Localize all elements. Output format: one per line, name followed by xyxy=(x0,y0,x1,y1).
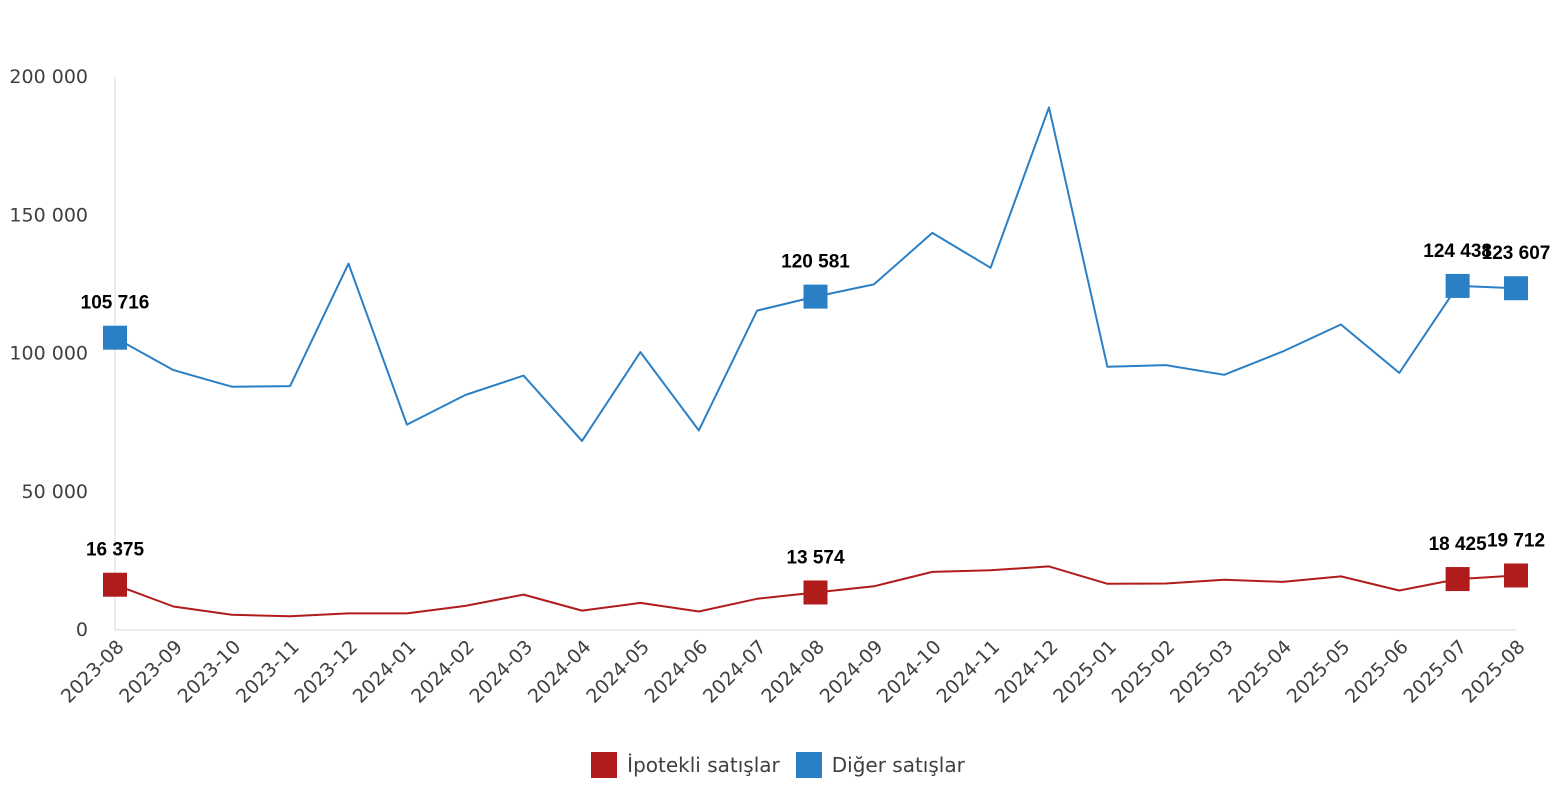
data-point-marker xyxy=(803,580,828,605)
data-label: 13 574 xyxy=(786,547,845,568)
x-tick-label: 2025-02 xyxy=(1108,636,1180,708)
y-tick-label: 0 xyxy=(76,619,88,641)
series-line-1 xyxy=(114,106,1517,442)
data-point-marker xyxy=(1445,273,1470,298)
data-point-marker xyxy=(1504,563,1528,588)
x-tick-label: 2025-04 xyxy=(1224,636,1296,708)
x-tick-label: 2024-10 xyxy=(874,636,946,708)
axes xyxy=(114,77,1516,631)
data-point-marker xyxy=(1504,276,1528,301)
x-tick-label: 2023-12 xyxy=(290,636,362,708)
data-label: 16 375 xyxy=(86,540,145,561)
x-tick-label: 2025-07 xyxy=(1399,636,1471,708)
x-tick-label: 2025-03 xyxy=(1166,636,1238,708)
x-tick-label: 2024-01 xyxy=(349,636,421,708)
data-label: 123 607 xyxy=(1482,243,1551,264)
data-point-marker xyxy=(103,572,127,597)
legend-item-ipotekli: İpotekli satışlar xyxy=(591,752,780,778)
y-tick-label: 200 000 xyxy=(9,66,88,88)
x-tick-label: 2025-01 xyxy=(1049,636,1121,708)
y-axis-ticks: 0 50 000 100 000 150 000 200 000 xyxy=(9,66,88,641)
x-tick-label: 2024-03 xyxy=(465,636,537,708)
x-tick-label: 2024-02 xyxy=(407,636,479,708)
series-markers xyxy=(103,273,1528,605)
data-label: 18 425 xyxy=(1429,534,1488,555)
x-tick-label: 2025-08 xyxy=(1458,636,1530,708)
data-label: 19 712 xyxy=(1487,530,1545,551)
x-tick-label: 2024-06 xyxy=(641,636,713,708)
x-axis-ticks: 2023-082023-092023-102023-112023-122024-… xyxy=(57,636,1530,708)
x-tick-label: 2024-09 xyxy=(816,636,888,708)
x-tick-label: 2024-05 xyxy=(582,636,654,708)
x-tick-label: 2024-11 xyxy=(932,636,1004,708)
y-tick-label: 150 000 xyxy=(9,204,88,226)
x-tick-label: 2023-10 xyxy=(174,636,246,708)
legend-swatch-diger xyxy=(795,752,822,778)
x-tick-label: 2024-08 xyxy=(757,636,829,708)
legend-item-diger: Diğer satışlar xyxy=(795,752,965,778)
y-tick-label: 50 000 xyxy=(22,481,88,503)
x-tick-label: 2023-08 xyxy=(57,636,129,708)
x-tick-label: 2024-07 xyxy=(699,636,771,708)
x-tick-label: 2025-05 xyxy=(1283,636,1355,708)
legend-label-diger: Diğer satışlar xyxy=(831,753,965,777)
data-label: 120 581 xyxy=(781,252,850,273)
series-lines xyxy=(114,106,1517,618)
data-label: 105 716 xyxy=(81,293,150,314)
legend-label-ipotekli: İpotekli satışlar xyxy=(627,753,780,777)
x-tick-label: 2023-09 xyxy=(115,636,187,708)
x-tick-label: 2023-11 xyxy=(232,636,304,708)
legend-swatch-ipotekli xyxy=(591,752,618,778)
data-label: 124 438 xyxy=(1423,241,1492,262)
y-tick-label: 100 000 xyxy=(9,343,88,365)
legend: İpotekli satışlar Diğer satışlar xyxy=(0,752,1556,778)
x-tick-label: 2024-04 xyxy=(524,636,596,708)
x-tick-label: 2024-12 xyxy=(991,636,1063,708)
data-point-marker xyxy=(803,284,828,309)
data-labels: 16 375 13 574 18 425 19 712 105 716 120 581 12… xyxy=(81,241,1551,569)
data-point-marker xyxy=(103,325,127,350)
data-point-marker xyxy=(1445,567,1470,592)
x-tick-label: 2025-06 xyxy=(1341,636,1413,708)
